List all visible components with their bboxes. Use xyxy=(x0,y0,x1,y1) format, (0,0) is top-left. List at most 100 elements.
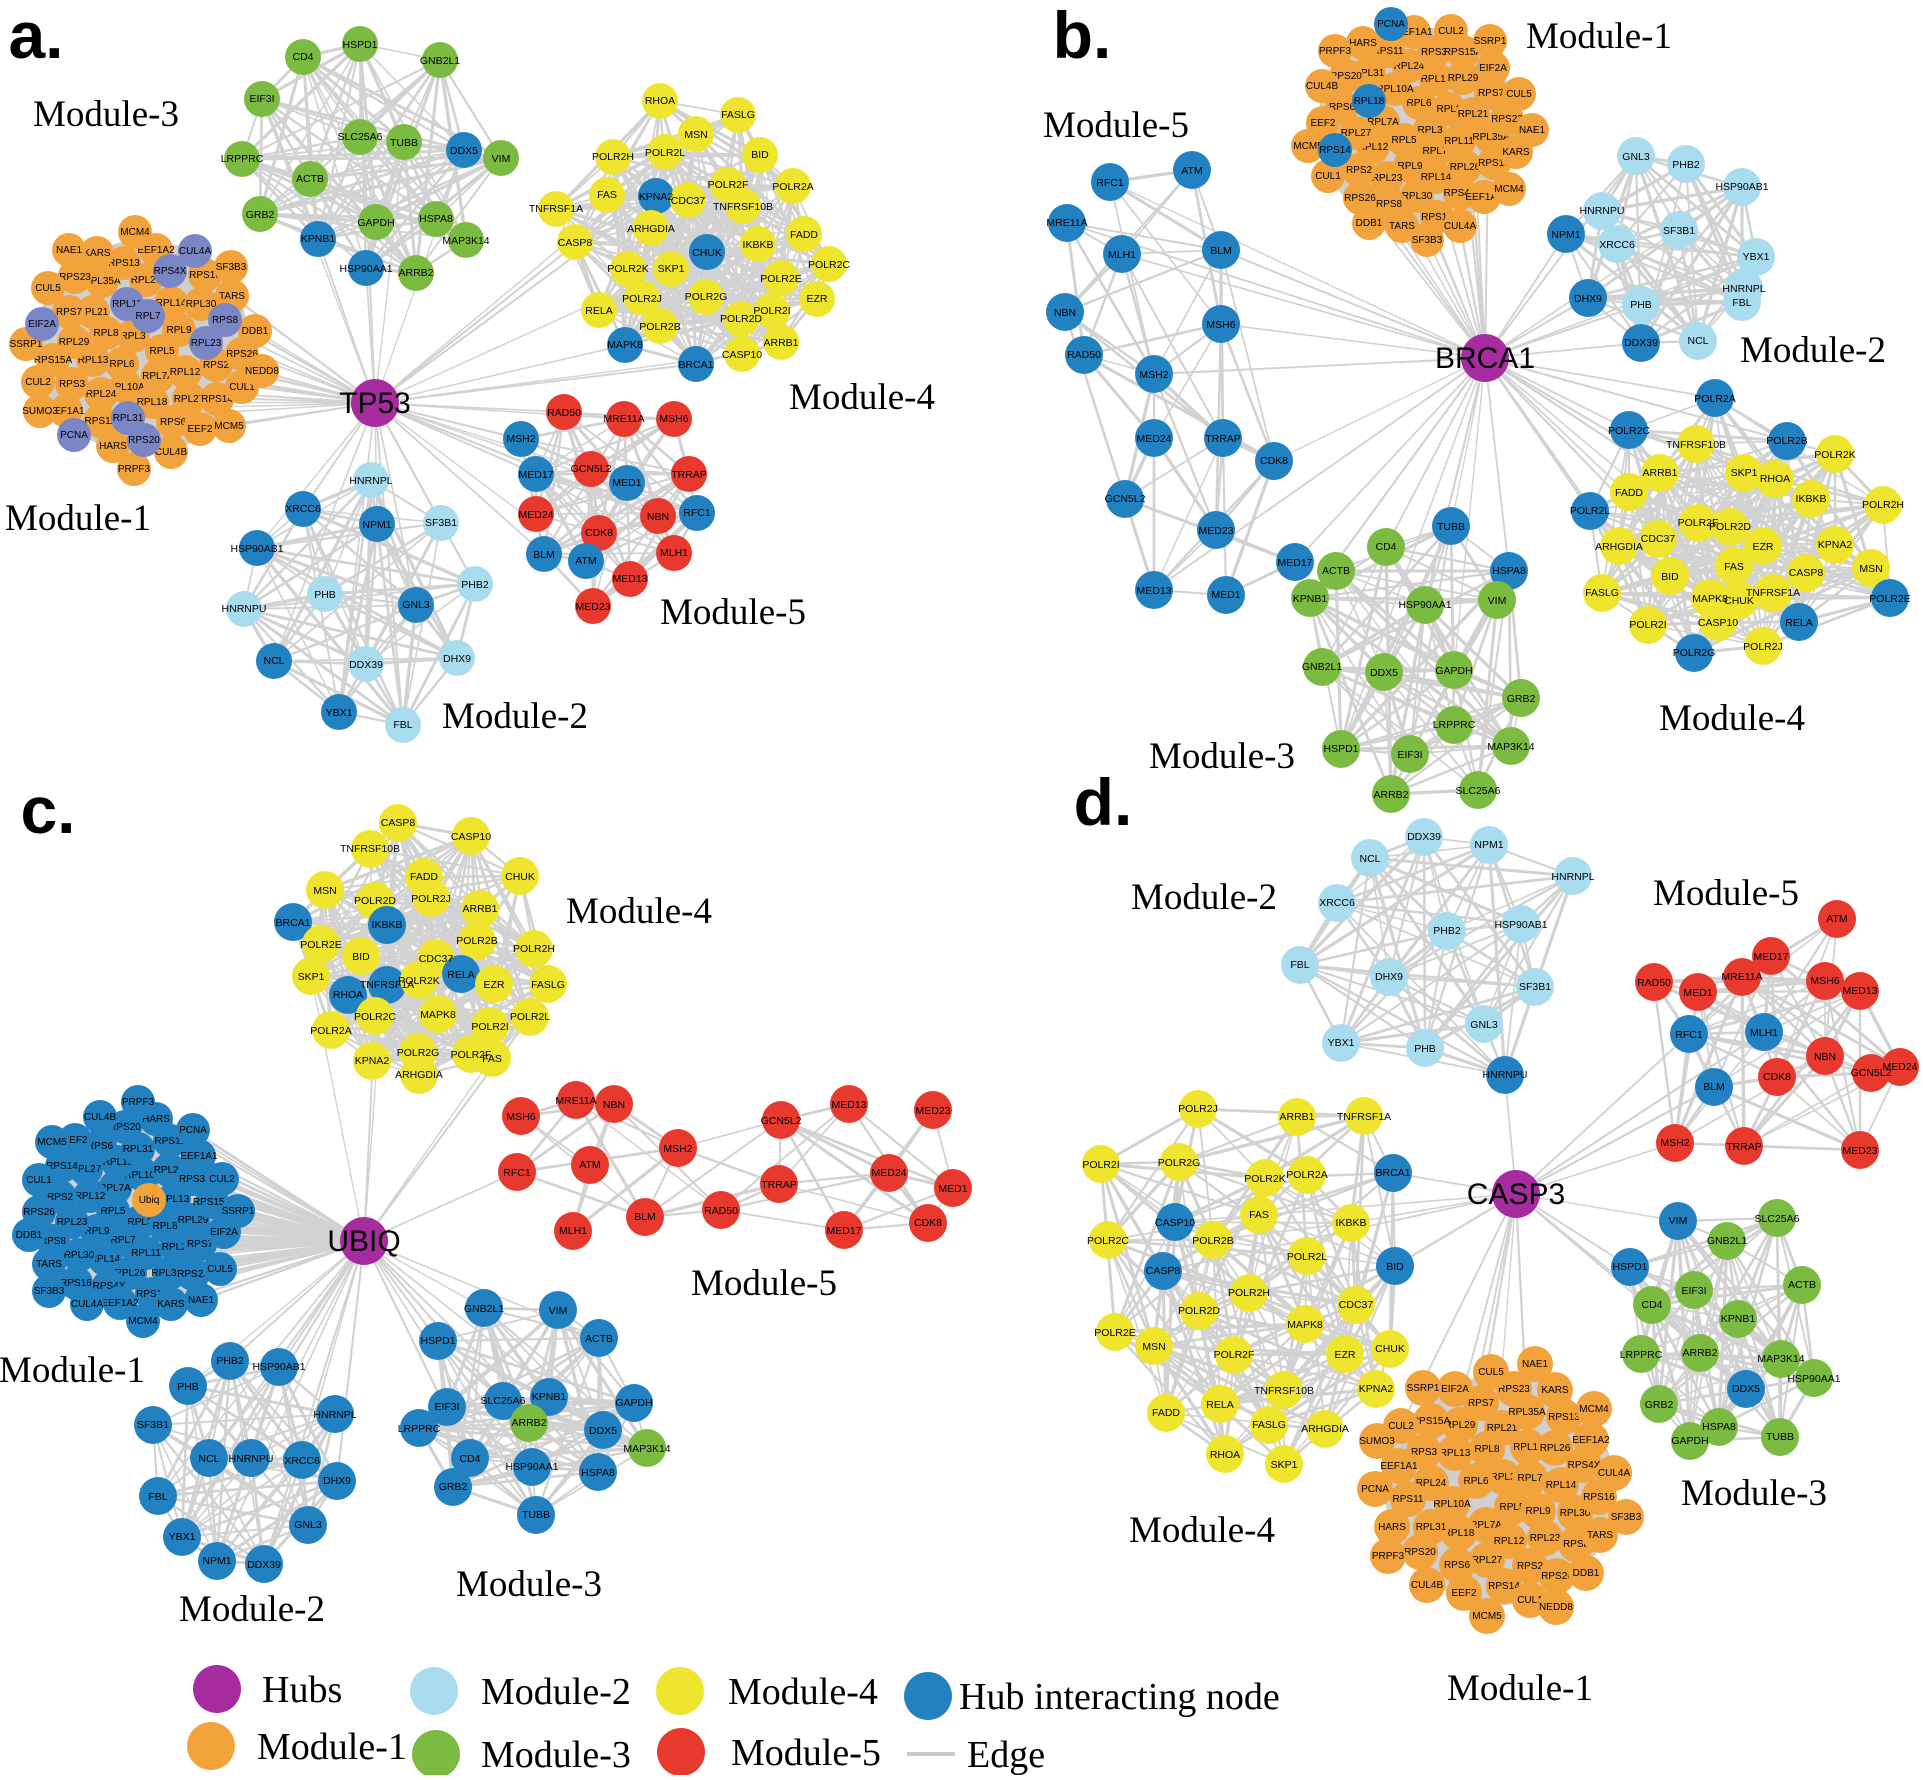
svg-text:POLR2H: POLR2H xyxy=(513,943,555,955)
svg-text:TUBB: TUBB xyxy=(522,1509,550,1521)
svg-text:RPS2: RPS2 xyxy=(1517,1561,1544,1572)
svg-text:CHUK: CHUK xyxy=(692,247,722,259)
svg-text:Module-5: Module-5 xyxy=(731,1732,881,1774)
svg-text:EIF2A: EIF2A xyxy=(1479,63,1507,74)
svg-text:PHB2: PHB2 xyxy=(1672,159,1700,171)
svg-text:RPL24: RPL24 xyxy=(1416,1478,1447,1489)
svg-text:RPL9: RPL9 xyxy=(1525,1506,1550,1517)
svg-text:RPS8: RPS8 xyxy=(212,315,239,326)
svg-text:POLR2H: POLR2H xyxy=(1228,1287,1270,1299)
svg-text:POLR2C: POLR2C xyxy=(354,1011,396,1023)
svg-text:RPS2: RPS2 xyxy=(203,360,230,371)
svg-text:RPL35A: RPL35A xyxy=(151,1268,189,1279)
svg-text:MRE11A: MRE11A xyxy=(1046,217,1087,229)
svg-text:NEDD8: NEDD8 xyxy=(245,366,279,377)
svg-text:PRPF3: PRPF3 xyxy=(1372,1551,1405,1562)
svg-text:MCM4: MCM4 xyxy=(1579,1404,1609,1415)
svg-text:FASLG: FASLG xyxy=(1585,587,1619,599)
svg-text:GCN5L2: GCN5L2 xyxy=(571,463,612,475)
svg-text:RPL23: RPL23 xyxy=(1530,1533,1561,1544)
svg-text:RPL5: RPL5 xyxy=(149,346,174,357)
svg-text:RPL7: RPL7 xyxy=(1422,146,1447,157)
svg-text:MCM5: MCM5 xyxy=(1293,141,1323,152)
svg-text:RPL7A: RPL7A xyxy=(1470,1520,1502,1531)
svg-text:POLR2I: POLR2I xyxy=(1629,619,1666,631)
svg-text:RPL29: RPL29 xyxy=(59,337,90,348)
svg-text:CUL4A: CUL4A xyxy=(1598,1468,1631,1479)
svg-text:RPS11: RPS11 xyxy=(155,1136,186,1147)
svg-text:MED17: MED17 xyxy=(826,1225,861,1237)
svg-text:TNFRSF1A: TNFRSF1A xyxy=(1337,1111,1391,1123)
svg-text:FADD: FADD xyxy=(1152,1407,1180,1419)
svg-text:ARRB2: ARRB2 xyxy=(398,267,433,279)
svg-text:EIF3I: EIF3I xyxy=(1397,749,1422,761)
svg-text:a.: a. xyxy=(8,0,63,72)
svg-text:RPL7A: RPL7A xyxy=(142,371,174,382)
svg-text:XRCC6: XRCC6 xyxy=(1599,239,1635,251)
svg-text:PHB2: PHB2 xyxy=(216,1355,244,1367)
svg-text:HSP90AA1: HSP90AA1 xyxy=(1787,1373,1840,1385)
svg-text:Module-4: Module-4 xyxy=(566,891,712,932)
svg-text:FBL: FBL xyxy=(148,1491,167,1503)
svg-text:MED24: MED24 xyxy=(518,509,553,521)
svg-text:CHUK: CHUK xyxy=(1375,1343,1405,1355)
svg-text:KPNA2: KPNA2 xyxy=(1818,539,1853,551)
svg-text:Module-1: Module-1 xyxy=(1447,1668,1593,1709)
svg-text:EZR: EZR xyxy=(1753,541,1774,553)
svg-text:POLR2B: POLR2B xyxy=(1192,1235,1233,1247)
svg-text:CASP10: CASP10 xyxy=(451,831,491,843)
svg-text:CUL5: CUL5 xyxy=(1478,1367,1504,1378)
svg-text:POLR2A: POLR2A xyxy=(772,181,813,193)
svg-text:RPS7: RPS7 xyxy=(1468,1398,1495,1409)
svg-text:XRCC6: XRCC6 xyxy=(285,503,321,515)
svg-text:EEF1A2: EEF1A2 xyxy=(101,1298,139,1309)
svg-text:NPM1: NPM1 xyxy=(1551,229,1580,241)
svg-text:Module-1: Module-1 xyxy=(5,498,151,539)
svg-text:MSH2: MSH2 xyxy=(1660,1137,1689,1149)
svg-text:CASP10: CASP10 xyxy=(1155,1217,1195,1229)
svg-text:NBN: NBN xyxy=(1814,1051,1836,1063)
svg-text:Module-5: Module-5 xyxy=(691,1263,837,1304)
svg-text:RPL10A: RPL10A xyxy=(124,1170,162,1181)
svg-text:MRE11A: MRE11A xyxy=(603,413,644,425)
svg-text:ACTB: ACTB xyxy=(1788,1279,1816,1291)
svg-text:POLR2K: POLR2K xyxy=(398,975,439,987)
svg-text:TNFRSF10B: TNFRSF10B xyxy=(1666,439,1726,451)
svg-text:EZR: EZR xyxy=(484,979,505,991)
svg-text:CDC37: CDC37 xyxy=(419,953,454,965)
svg-text:MSH6: MSH6 xyxy=(659,413,688,425)
svg-text:HARS: HARS xyxy=(142,1114,170,1125)
svg-text:MCM5: MCM5 xyxy=(214,421,244,432)
svg-text:RPL6: RPL6 xyxy=(1463,1476,1488,1487)
svg-text:SSRP1: SSRP1 xyxy=(222,1206,255,1217)
svg-text:RPL13: RPL13 xyxy=(159,1194,190,1205)
svg-text:RPL12: RPL12 xyxy=(1358,142,1389,153)
svg-text:CASP10: CASP10 xyxy=(1698,617,1738,629)
svg-text:MCM4: MCM4 xyxy=(128,1316,158,1327)
svg-text:CUL4A: CUL4A xyxy=(1444,221,1477,232)
svg-text:RFC1: RFC1 xyxy=(683,507,711,519)
svg-text:MED13: MED13 xyxy=(831,1099,866,1111)
svg-text:RPL14: RPL14 xyxy=(1421,172,1452,183)
svg-text:POLR2L: POLR2L xyxy=(510,1011,550,1023)
svg-text:RPS2: RPS2 xyxy=(1346,165,1373,176)
svg-text:SF3B3: SF3B3 xyxy=(1611,1512,1642,1523)
svg-text:PHB: PHB xyxy=(314,589,336,601)
svg-text:NCL: NCL xyxy=(263,655,284,667)
svg-text:ARHGDIA: ARHGDIA xyxy=(395,1069,443,1081)
svg-text:ACTB: ACTB xyxy=(1322,565,1350,577)
svg-text:POLR2E: POLR2E xyxy=(760,273,801,285)
svg-text:NAE1: NAE1 xyxy=(1522,1359,1549,1370)
svg-text:DDX39: DDX39 xyxy=(247,1559,281,1571)
svg-text:RPS16: RPS16 xyxy=(1421,212,1453,223)
svg-text:Module-3: Module-3 xyxy=(456,1564,602,1605)
svg-text:RPS3: RPS3 xyxy=(1411,1447,1438,1458)
svg-text:GNB2L1: GNB2L1 xyxy=(1707,1235,1747,1247)
svg-text:POLR2J: POLR2J xyxy=(1178,1103,1218,1115)
svg-text:GNB2L1: GNB2L1 xyxy=(464,1303,504,1315)
svg-text:ATM: ATM xyxy=(1181,165,1202,177)
svg-text:MED17: MED17 xyxy=(1277,557,1312,569)
svg-text:BID: BID xyxy=(1386,1261,1404,1273)
svg-text:POLR2A: POLR2A xyxy=(1286,1169,1327,1181)
svg-text:EIF3I: EIF3I xyxy=(434,1401,459,1413)
